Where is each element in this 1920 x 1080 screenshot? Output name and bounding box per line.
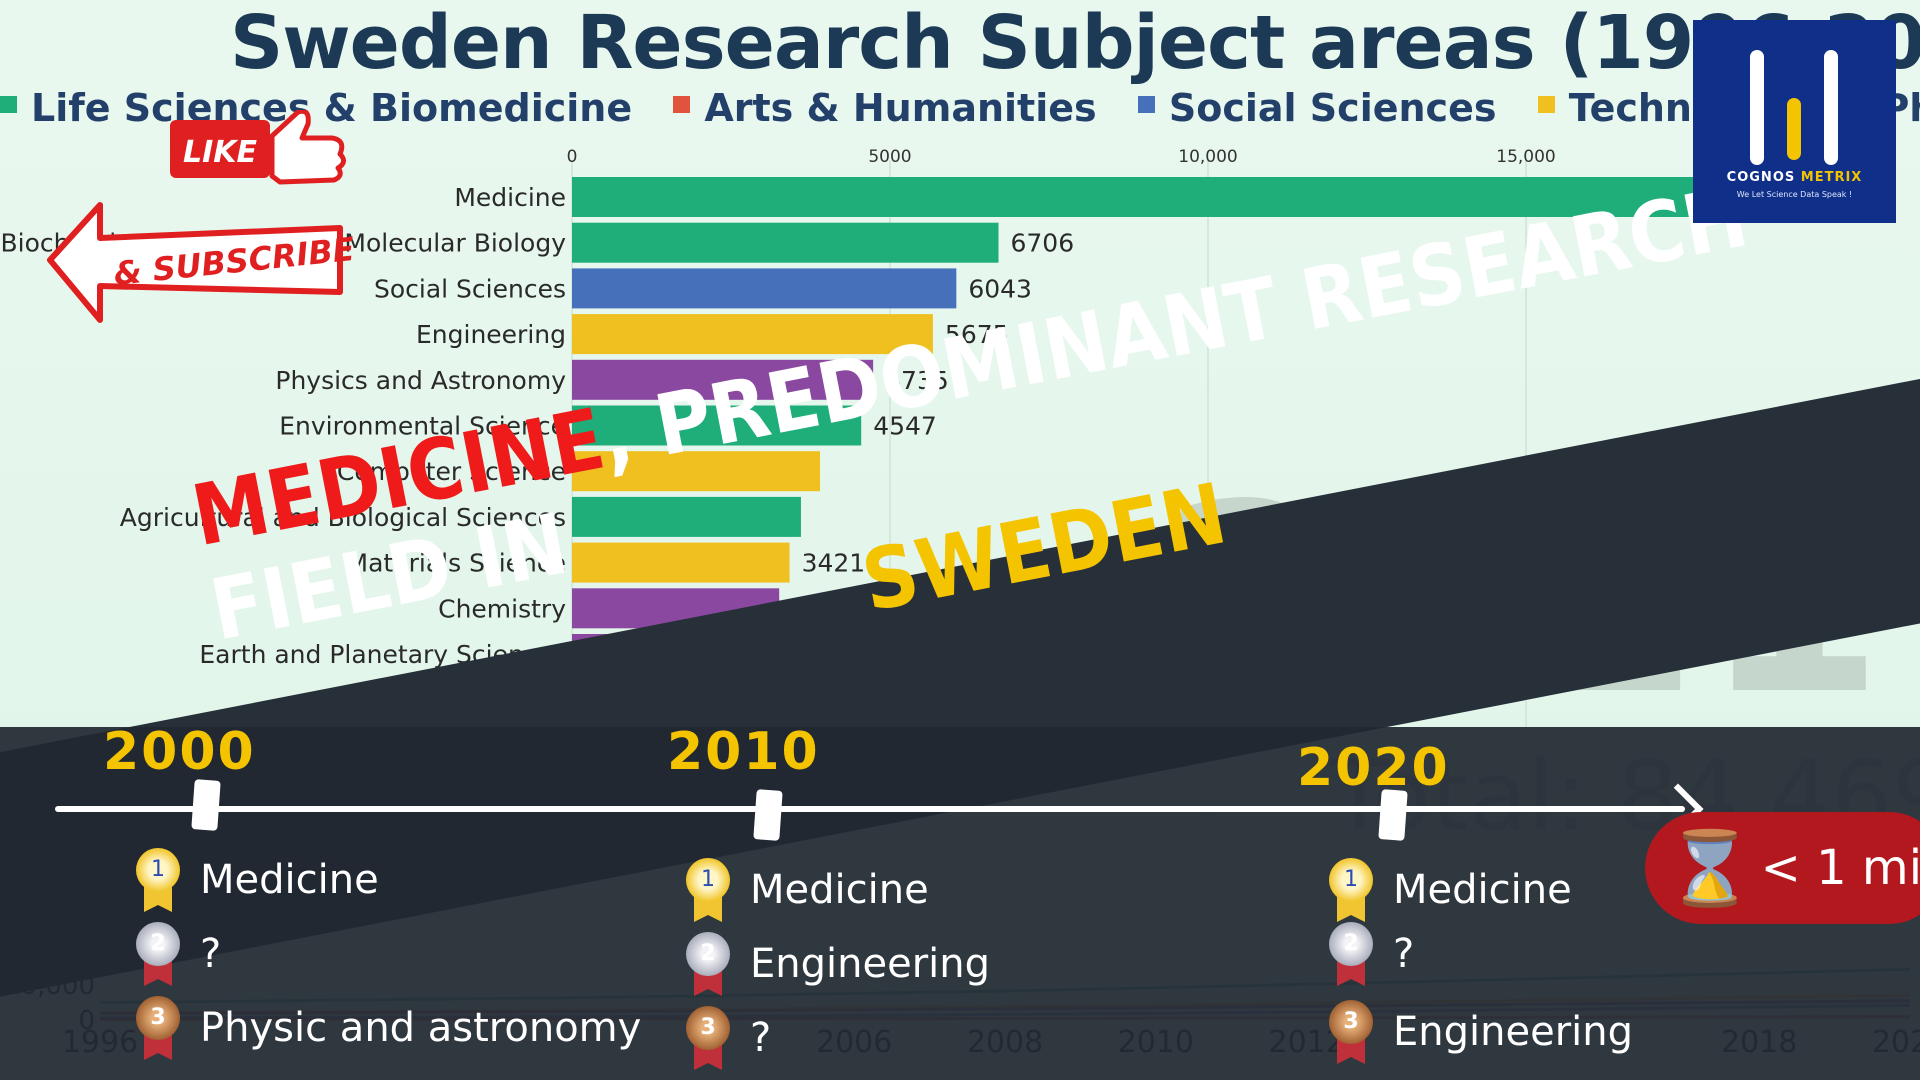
rank-row: 2 Engineering xyxy=(680,932,990,996)
bar xyxy=(572,222,999,263)
rank-row: 3 Engineering xyxy=(1323,1000,1633,1064)
chart-title: Sweden Research Subject areas (1996-2021… xyxy=(230,0,1920,86)
timer-badge: ⌛ < 1 min xyxy=(1645,812,1920,924)
logo-name-main: COGNOS xyxy=(1726,170,1796,185)
medal-number: 2 xyxy=(1329,922,1373,966)
rank-row: 2 ? xyxy=(130,922,221,986)
bar xyxy=(572,268,957,309)
legend-item: Arts & Humanities xyxy=(673,86,1097,130)
bar xyxy=(572,496,801,537)
legend-label: Life Sciences & Biomedicine xyxy=(31,86,633,130)
legend-swatch xyxy=(673,96,691,113)
cognos-metrix-logo[interactable]: COGNOS METRIX We Let Science Data Speak … xyxy=(1693,20,1896,223)
rank-label: Physic and astronomy xyxy=(200,1005,642,1051)
rank-row: 2 ? xyxy=(1323,922,1414,986)
category-label: Computer Science xyxy=(337,457,566,486)
gold-medal-icon: 1 xyxy=(680,858,736,922)
x-tick-label: 5000 xyxy=(868,147,911,167)
logo-tagline: We Let Science Data Speak ! xyxy=(1736,190,1853,199)
category-label: Engineering xyxy=(416,320,566,349)
timer-text: < 1 min xyxy=(1760,840,1920,896)
value-label: 6706 xyxy=(1011,229,1075,258)
like-box xyxy=(170,120,270,178)
gold-medal-icon: 1 xyxy=(1323,858,1379,922)
category-label: Agricultural and Biological Sciences xyxy=(120,503,566,532)
rank-label: Medicine xyxy=(1393,867,1572,913)
medal-number: 1 xyxy=(1329,858,1373,902)
medal-number: 2 xyxy=(686,932,730,976)
legend-swatch xyxy=(1137,96,1155,113)
rank-row: 1 Medicine xyxy=(680,858,929,922)
x-tick-label: 0 xyxy=(567,147,578,167)
medal-number: 1 xyxy=(686,858,730,902)
bar xyxy=(572,542,790,583)
logo-name-accent: METRIX xyxy=(1800,170,1863,185)
hourglass-icon: ⌛ xyxy=(1665,826,1755,910)
rank-row: 1 Medicine xyxy=(130,848,379,912)
logo-bar xyxy=(1750,50,1764,165)
bronze-medal-icon: 3 xyxy=(680,1006,736,1070)
bottom-panel xyxy=(0,727,1920,1080)
bronze-medal-icon: 3 xyxy=(1323,1000,1379,1064)
category-label: Materials Science xyxy=(347,549,566,578)
category-label: Environmental Science xyxy=(279,412,566,441)
bar xyxy=(572,451,821,492)
legend-swatch xyxy=(1537,96,1555,113)
bar xyxy=(572,359,874,400)
rank-row: 1 Medicine xyxy=(1323,858,1572,922)
timeline-year: 2020 xyxy=(1297,738,1450,798)
category-label: Social Sciences xyxy=(374,274,566,303)
rank-label: Medicine xyxy=(750,867,929,913)
logo-name: COGNOS METRIX xyxy=(1693,170,1896,185)
legend-item: Social Sciences xyxy=(1137,86,1497,130)
silver-medal-icon: 2 xyxy=(680,932,736,996)
rank-label: Engineering xyxy=(1393,1009,1633,1055)
medal-number: 2 xyxy=(136,922,180,966)
value-label: 3421 xyxy=(802,549,866,578)
bar xyxy=(572,314,933,355)
timeline-line xyxy=(55,806,1685,812)
category-label: Chemistry xyxy=(438,594,566,623)
rank-label: Medicine xyxy=(200,857,379,903)
medal-number: 3 xyxy=(136,996,180,1040)
rank-row: 3 ? xyxy=(680,1006,771,1070)
legend-item: Life Sciences & Biomedicine xyxy=(0,86,632,130)
logo-bar xyxy=(1787,98,1801,160)
rank-row: 3 Physic and astronomy xyxy=(130,996,641,1060)
value-label: 6043 xyxy=(968,274,1032,303)
legend-label: Arts & Humanities xyxy=(704,86,1097,130)
value-label: 4547 xyxy=(873,412,937,441)
rank-label: ? xyxy=(750,1015,772,1061)
x-tick-label: 15,000 xyxy=(1496,147,1555,167)
timeline-tick xyxy=(191,779,221,831)
value-label: 5675 xyxy=(945,320,1009,349)
rank-label: Engineering xyxy=(750,941,990,987)
thumbs-up-icon xyxy=(269,110,346,185)
category-label: Medicine xyxy=(454,183,566,212)
gold-medal-icon: 1 xyxy=(130,848,186,912)
like-text: LIKE xyxy=(183,135,258,170)
timeline-tick xyxy=(753,789,783,841)
silver-medal-icon: 2 xyxy=(1323,922,1379,986)
category-label: Physics and Astronomy xyxy=(275,366,566,395)
rank-label: ? xyxy=(200,931,222,977)
silver-medal-icon: 2 xyxy=(130,922,186,986)
bar xyxy=(572,177,1755,217)
legend-label: Social Sciences xyxy=(1168,86,1497,130)
value-label: 4735 xyxy=(885,366,949,395)
timeline-year: 2010 xyxy=(667,722,820,782)
legend-swatch xyxy=(0,96,17,113)
bar xyxy=(572,405,862,446)
medal-number: 3 xyxy=(1329,1000,1373,1044)
x-tick-label: 10,000 xyxy=(1178,147,1237,167)
logo-bar xyxy=(1824,50,1838,165)
arrow-left-icon xyxy=(47,202,343,323)
rank-label: ? xyxy=(1393,931,1415,977)
bronze-medal-icon: 3 xyxy=(130,996,186,1060)
like-subscribe-sticker[interactable]: LIKE & SUBSCRIBE xyxy=(40,110,380,340)
medal-number: 3 xyxy=(686,1006,730,1050)
timeline-year: 2000 xyxy=(103,722,256,782)
medal-number: 1 xyxy=(136,848,180,892)
